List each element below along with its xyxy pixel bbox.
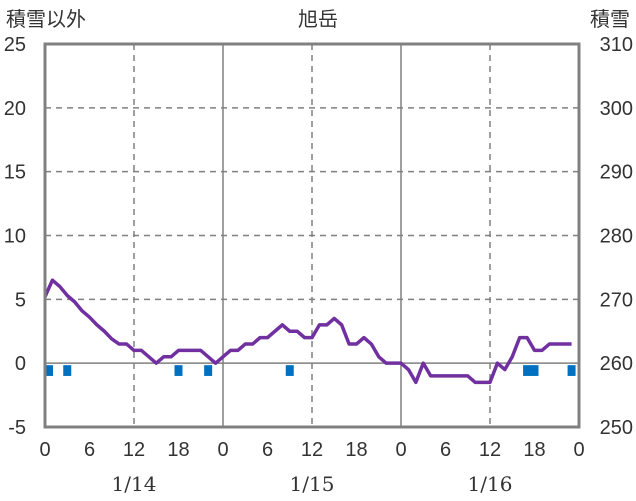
x-tick: 18 xyxy=(167,439,189,461)
y-tick-left: 5 xyxy=(15,289,26,311)
y-tick-left: -5 xyxy=(8,417,26,439)
bar xyxy=(45,365,53,376)
grid-lines xyxy=(45,44,579,427)
y-tick-right: 300 xyxy=(600,98,633,120)
x-tick: 0 xyxy=(217,439,228,461)
x-tick: 12 xyxy=(123,439,145,461)
y-tick-left: 10 xyxy=(4,226,26,248)
x-tick: 6 xyxy=(262,439,273,461)
bar xyxy=(523,365,532,376)
x-tick: 0 xyxy=(573,439,584,461)
y-tick-right: 280 xyxy=(600,226,633,248)
date-label: 1/15 xyxy=(290,472,335,496)
x-tick: 6 xyxy=(440,439,451,461)
right-axis-label: 積雪 xyxy=(590,7,630,31)
tick-labels: 25 20 15 10 5 0 -5 310 300 290 280 270 260 250 0 6 12 18 0… xyxy=(4,34,633,496)
bar xyxy=(63,365,72,376)
bar xyxy=(204,365,213,376)
chart-title: 旭岳 xyxy=(298,7,338,31)
y-tick-left: 20 xyxy=(4,98,26,120)
y-tick-left: 0 xyxy=(15,353,26,375)
date-label: 1/16 xyxy=(468,472,513,496)
plot-frame xyxy=(43,42,581,429)
bar xyxy=(567,365,576,376)
left-axis-label: 積雪以外 xyxy=(6,7,86,31)
x-tick: 0 xyxy=(39,439,50,461)
x-tick: 0 xyxy=(395,439,406,461)
y-tick-left: 15 xyxy=(4,162,26,184)
date-label: 1/14 xyxy=(112,472,157,496)
y-tick-right: 290 xyxy=(600,162,633,184)
y-tick-right: 260 xyxy=(600,353,633,375)
x-tick: 12 xyxy=(479,439,501,461)
line-series xyxy=(43,278,572,385)
bar xyxy=(530,365,539,376)
bar xyxy=(285,365,294,376)
x-tick: 6 xyxy=(84,439,95,461)
y-tick-right: 270 xyxy=(600,289,633,311)
y-tick-left: 25 xyxy=(4,34,26,56)
x-tick: 18 xyxy=(523,439,545,461)
y-tick-right: 250 xyxy=(600,417,633,439)
x-tick: 18 xyxy=(345,439,367,461)
x-tick: 12 xyxy=(301,439,323,461)
y-tick-right: 310 xyxy=(600,34,633,56)
bar-series xyxy=(45,365,576,376)
bar xyxy=(174,365,183,376)
